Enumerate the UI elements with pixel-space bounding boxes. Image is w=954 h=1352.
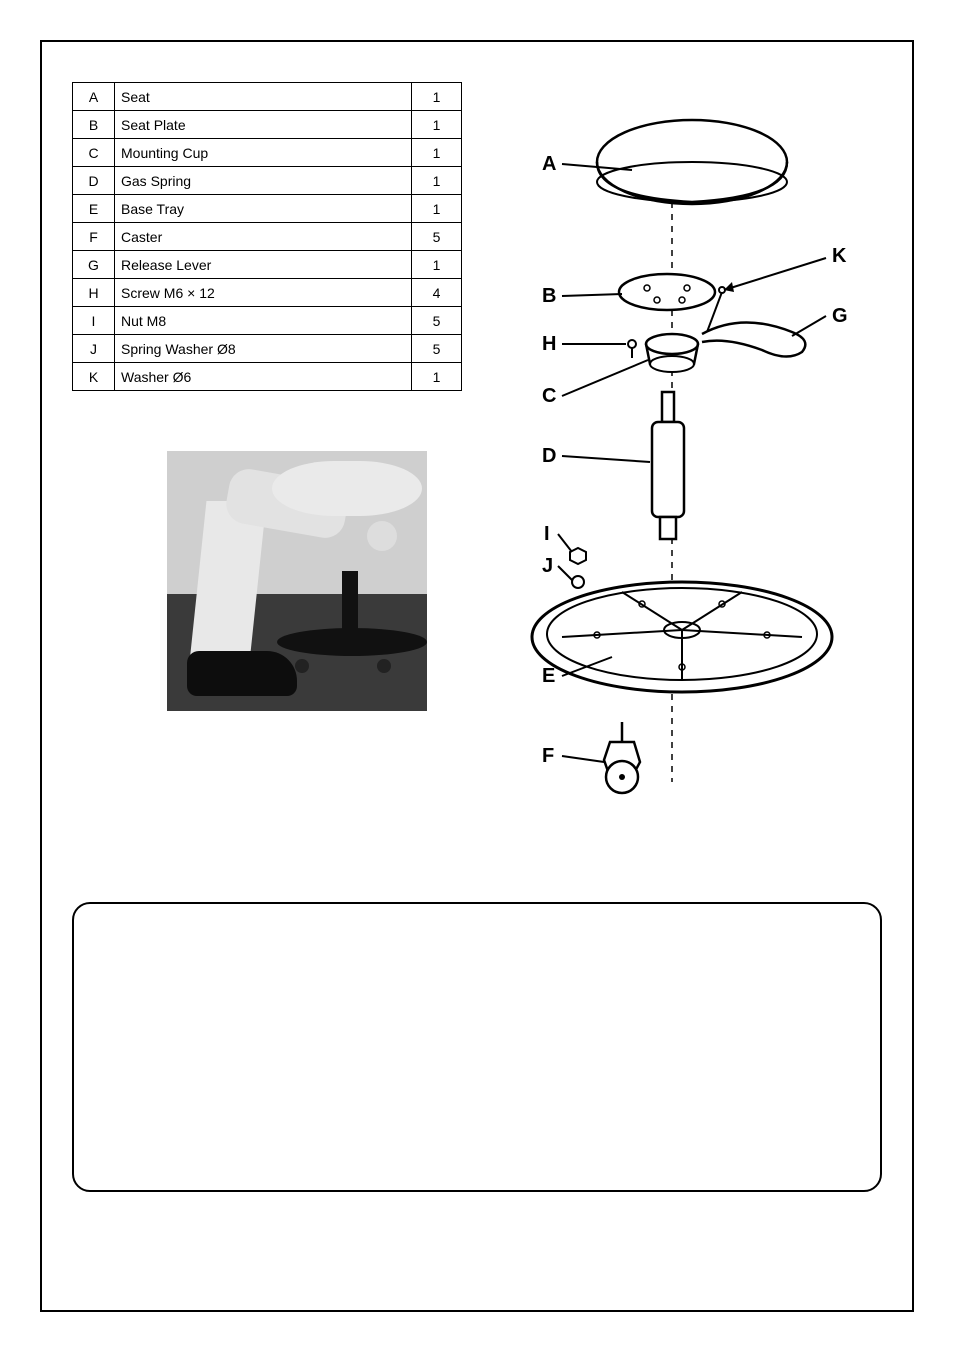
table-row: D Gas Spring 1 (73, 167, 462, 195)
part-nut (570, 548, 586, 564)
photo-caster (295, 659, 309, 673)
diagram-label-j: J (542, 555, 553, 577)
diagram-label-f: F (542, 745, 554, 767)
table-row: G Release Lever 1 (73, 251, 462, 279)
part-spring-washer (572, 576, 584, 588)
part-cup-top (646, 334, 698, 354)
info-box (72, 902, 882, 1192)
leader-b (562, 294, 622, 296)
two-column-layout: A Seat 1 B Seat Plate 1 C Mounting Cup 1 (72, 82, 882, 812)
diagram-label-a: A (542, 153, 556, 175)
part-spring-body (652, 422, 684, 517)
cell-desc: Nut M8 (115, 307, 412, 335)
cell-ref: K (73, 363, 115, 391)
table-row: K Washer Ø6 1 (73, 363, 462, 391)
table-row: H Screw M6 × 12 4 (73, 279, 462, 307)
leader-c (562, 360, 648, 396)
usage-photo (167, 451, 427, 711)
diagram-label-d: D (542, 445, 556, 467)
page-frame: A Seat 1 B Seat Plate 1 C Mounting Cup 1 (40, 40, 914, 1312)
caster-axle (619, 774, 625, 780)
table-row: E Base Tray 1 (73, 195, 462, 223)
cell-qty: 5 (412, 307, 462, 335)
cell-desc: Seat (115, 83, 412, 111)
cell-desc: Mounting Cup (115, 139, 412, 167)
cell-qty: 1 (412, 167, 462, 195)
table-row: C Mounting Cup 1 (73, 139, 462, 167)
leader-g (792, 316, 826, 336)
table-row: B Seat Plate 1 (73, 111, 462, 139)
diagram-label-e: E (542, 665, 555, 687)
cell-qty: 1 (412, 139, 462, 167)
diagram-label-g: G (832, 305, 848, 327)
exploded-diagram: A B H C D I J E F K G (492, 82, 882, 812)
table-row: I Nut M8 5 (73, 307, 462, 335)
leader-f (562, 756, 604, 762)
cell-qty: 5 (412, 223, 462, 251)
diagram-label-h: H (542, 333, 556, 355)
cell-ref: I (73, 307, 115, 335)
cell-ref: H (73, 279, 115, 307)
cell-qty: 4 (412, 279, 462, 307)
cell-ref: A (73, 83, 115, 111)
diagram-label-i: I (544, 523, 550, 545)
cell-ref: G (73, 251, 115, 279)
cell-qty: 5 (412, 335, 462, 363)
table-row: J Spring Washer Ø8 5 (73, 335, 462, 363)
cell-desc: Gas Spring (115, 167, 412, 195)
diagram-label-b: B (542, 285, 556, 307)
cell-ref: B (73, 111, 115, 139)
photo-hand (367, 521, 397, 551)
cell-desc: Release Lever (115, 251, 412, 279)
leader-j (558, 566, 572, 580)
cell-ref: F (73, 223, 115, 251)
table-row: A Seat 1 (73, 83, 462, 111)
photo-tray (277, 628, 427, 656)
cell-qty: 1 (412, 363, 462, 391)
cell-qty: 1 (412, 83, 462, 111)
cell-desc: Base Tray (115, 195, 412, 223)
cell-desc: Washer Ø6 (115, 363, 412, 391)
cell-desc: Spring Washer Ø8 (115, 335, 412, 363)
part-screw-head (628, 340, 636, 348)
leader-i (558, 534, 572, 552)
cell-ref: J (73, 335, 115, 363)
cell-ref: E (73, 195, 115, 223)
cell-desc: Caster (115, 223, 412, 251)
diagram-label-k: K (832, 245, 847, 267)
part-cup-bottom (650, 356, 694, 372)
leader-k (724, 258, 826, 290)
photo-shoe (187, 651, 297, 696)
part-lever (702, 322, 805, 356)
part-seat-plate (619, 274, 715, 310)
leader-d (562, 456, 650, 462)
left-column: A Seat 1 B Seat Plate 1 C Mounting Cup 1 (72, 82, 462, 812)
cell-qty: 1 (412, 195, 462, 223)
cell-qty: 1 (412, 251, 462, 279)
cell-qty: 1 (412, 111, 462, 139)
cell-ref: D (73, 167, 115, 195)
photo-seat (272, 461, 422, 516)
right-column: A B H C D I J E F K G (492, 82, 882, 812)
parts-table: A Seat 1 B Seat Plate 1 C Mounting Cup 1 (72, 82, 462, 391)
part-spring-tail (660, 517, 676, 539)
diagram-label-c: C (542, 385, 556, 407)
parts-table-body: A Seat 1 B Seat Plate 1 C Mounting Cup 1 (73, 83, 462, 391)
cell-desc: Seat Plate (115, 111, 412, 139)
cell-desc: Screw M6 × 12 (115, 279, 412, 307)
photo-post (342, 571, 358, 631)
part-spring-rod (662, 392, 674, 422)
photo-caster (377, 659, 391, 673)
cell-ref: C (73, 139, 115, 167)
table-row: F Caster 5 (73, 223, 462, 251)
